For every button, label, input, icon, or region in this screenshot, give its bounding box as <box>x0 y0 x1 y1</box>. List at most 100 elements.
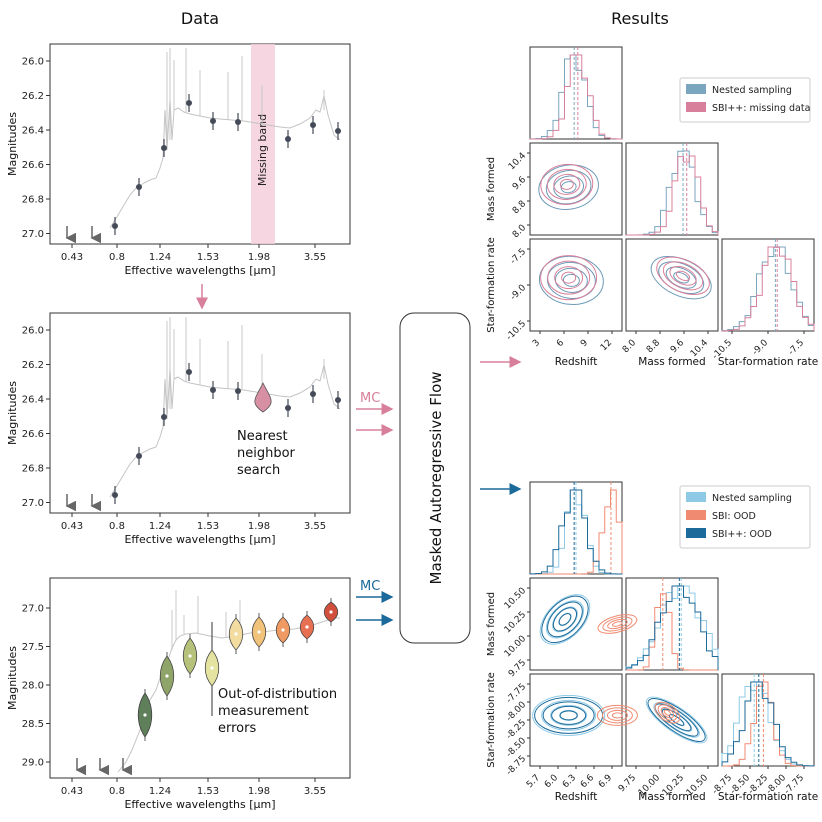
posterior-contour <box>612 621 623 627</box>
violin-median <box>329 610 333 614</box>
x-axis-label: Effective wavelengths [μm] <box>124 264 275 277</box>
model-spectrum <box>109 364 341 498</box>
mc-label-blue: MC <box>360 579 380 594</box>
x-tick-label: 0.43 <box>61 521 83 532</box>
data-title: Data <box>181 9 219 28</box>
legend-label: Nested sampling <box>712 85 792 96</box>
posterior-contour <box>660 706 675 719</box>
posterior-contour <box>547 260 591 295</box>
x-axis-label: Effective wavelengths [μm] <box>124 798 275 811</box>
x-tick-label: 0.8 <box>109 521 125 532</box>
violin-median <box>210 666 214 670</box>
y-tick-label: 8.0 <box>511 223 528 240</box>
results-title: Results <box>611 9 669 28</box>
x-tick-label: 1.53 <box>197 521 219 532</box>
legend-box <box>679 77 811 123</box>
y-tick-label: 26.6 <box>22 160 44 171</box>
panel-frame <box>49 43 351 245</box>
posterior-contour <box>545 600 585 639</box>
annotation-line-2: neighbor <box>237 446 296 461</box>
corner-subplot-frame <box>529 142 623 236</box>
data-point <box>136 184 142 190</box>
posterior-contour <box>534 696 604 734</box>
posterior-contour <box>561 271 577 284</box>
emission-lines <box>171 590 241 650</box>
axis-ticks: 26.0 26.2 26.4 26.6 26.8 27.0 0.43 0.8 1.24 1.53 1… <box>22 57 326 264</box>
x-tick-label: 3 <box>531 338 542 349</box>
annotation-line-1: Out-of-distribution <box>218 687 337 702</box>
posterior-contour <box>665 266 697 289</box>
missing-band-label: Missing band <box>256 114 269 186</box>
flow-box <box>399 312 471 644</box>
y-tick-label: 28.5 <box>22 719 44 730</box>
posterior-contour <box>545 169 592 205</box>
annotation-line-3: errors <box>218 721 256 736</box>
posterior-contour <box>539 594 591 645</box>
violin-median <box>281 628 285 632</box>
legend-box <box>679 485 811 549</box>
axis-ticks: 27.0 27.5 28.0 28.5 29.0 0.43 0.8 1.24 1.53 1.98 3… <box>22 604 326 798</box>
y-tick-label: 26.8 <box>22 464 44 475</box>
data-point <box>235 388 241 394</box>
y-tick-label: 26.4 <box>22 395 44 406</box>
panel-frame <box>49 312 351 514</box>
posterior-contour <box>554 266 584 290</box>
data-point <box>186 369 192 375</box>
posterior-contour <box>653 702 700 738</box>
legend-swatch <box>686 510 706 520</box>
violin-median <box>305 625 309 629</box>
posterior-contour <box>650 255 712 300</box>
y-axis-label: Magnitudes <box>6 646 19 710</box>
photometry-points <box>112 94 341 235</box>
posterior-contour <box>559 178 574 190</box>
posterior-contour <box>606 709 628 721</box>
corner-y-axis-label: Mass formed <box>486 157 497 221</box>
y-tick-label: -8.25 <box>505 718 529 742</box>
posterior-contour <box>662 261 704 291</box>
corner-subplot-frame <box>625 673 719 767</box>
y-tick-label: 26.4 <box>22 126 44 137</box>
x-tick-label: 9.6 <box>669 338 686 355</box>
data-point <box>335 397 341 403</box>
posterior-contour <box>601 707 633 724</box>
corner-x-axis-label: Star-formation rate <box>718 791 818 803</box>
data-point <box>310 122 316 128</box>
marginal-histogram <box>626 155 719 236</box>
corner-subplot-frame <box>625 238 719 332</box>
data-point <box>186 100 192 106</box>
posterior-contour <box>656 256 710 296</box>
x-tick-label: 6.6 <box>579 773 596 790</box>
corner-subplot-frame <box>625 142 719 236</box>
y-tick-label: 28.0 <box>22 681 44 692</box>
x-tick-label: 1.98 <box>248 786 270 797</box>
legend-swatch <box>686 84 706 94</box>
x-tick-label: 9 <box>579 338 590 349</box>
posterior-contour <box>597 614 638 634</box>
panel-frame <box>49 577 351 779</box>
corner-x-axis-label: Redshift <box>555 356 598 368</box>
marginal-histogram <box>529 489 623 575</box>
y-tick-label: 10.50 <box>503 586 528 611</box>
emission-lines <box>166 48 325 150</box>
data-point <box>136 453 142 459</box>
violin-median <box>188 654 192 658</box>
posterior-contour <box>675 270 691 281</box>
marginal-histogram <box>529 54 623 140</box>
mc-label-pink: MC <box>360 391 380 406</box>
legend-label: SBI++: missing data <box>712 103 810 114</box>
posterior-contour <box>546 168 587 200</box>
upper-limit-arrows <box>75 758 132 776</box>
posterior-contour <box>611 712 623 719</box>
x-tick-label: 0.43 <box>61 786 83 797</box>
posterior-contour <box>654 701 681 724</box>
posterior-contour <box>673 271 690 284</box>
posterior-contour <box>657 704 678 721</box>
y-tick-label: 26.8 <box>22 195 44 206</box>
y-tick-label: 10.00 <box>503 634 528 659</box>
posterior-contour <box>542 701 595 730</box>
flow-box-label: Masked Autoregressive Flow <box>427 371 445 584</box>
posterior-contour <box>547 601 583 638</box>
photometry-points <box>112 363 341 504</box>
data-point <box>210 118 216 124</box>
